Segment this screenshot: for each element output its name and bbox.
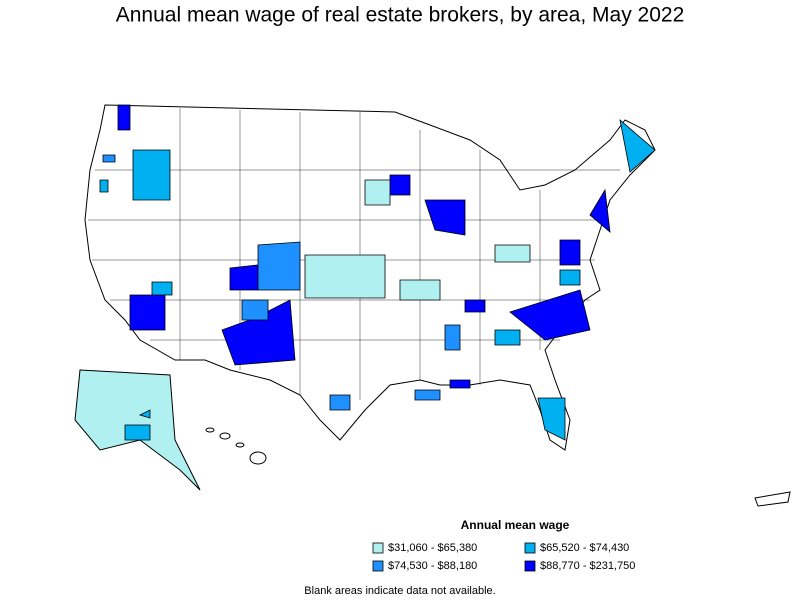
island — [249, 451, 267, 465]
island — [205, 427, 215, 433]
area-patch — [117, 104, 131, 131]
legend-label: $88,770 - $231,750 — [540, 560, 635, 572]
area-patch — [364, 179, 391, 206]
area-patch — [559, 239, 581, 266]
legend-label: $31,060 - $65,380 — [388, 542, 477, 554]
map-title: Annual mean wage of real estate brokers,… — [116, 4, 685, 27]
area-patch — [229, 264, 259, 291]
legend-title: Annual mean wage — [461, 518, 570, 532]
area-patch — [559, 269, 581, 286]
area-patch — [494, 329, 521, 346]
island — [219, 432, 231, 440]
footnote: Blank areas indicate data not available. — [304, 585, 495, 597]
area-patch — [151, 281, 173, 296]
legend: $31,060 - $65,380 $65,520 - $74,430 $74,53… — [372, 542, 635, 572]
area-patch — [509, 289, 591, 341]
legend-label: $74,530 - $88,180 — [388, 560, 477, 572]
area-patch — [129, 294, 166, 331]
legend-label: $65,520 - $74,430 — [540, 542, 629, 554]
area-patch — [424, 199, 466, 236]
island — [235, 442, 245, 448]
area-patch — [619, 118, 656, 173]
area-patch — [102, 154, 116, 163]
legend-swatch — [372, 560, 384, 572]
map-patches — [99, 104, 656, 441]
area-patch — [414, 389, 441, 401]
area-patch — [241, 299, 269, 321]
puerto-rico — [754, 491, 791, 507]
area-patch — [389, 174, 411, 196]
hawaii — [205, 427, 267, 465]
area-patch — [537, 397, 566, 441]
area-patch — [449, 379, 471, 389]
area-patch — [99, 179, 109, 193]
area-patch — [132, 149, 171, 201]
area-patch — [589, 188, 611, 233]
area-patch — [399, 279, 441, 301]
area-patch — [494, 244, 531, 263]
legend-swatch — [524, 560, 536, 572]
area-patch — [444, 324, 461, 351]
area-patch — [304, 254, 386, 299]
area-patch — [257, 241, 301, 291]
map-base — [74, 104, 791, 507]
legend-swatch — [372, 542, 384, 554]
legend-swatch — [524, 542, 536, 554]
area-patch — [329, 394, 351, 411]
area-patch — [464, 299, 486, 313]
area-patch — [138, 409, 151, 419]
area-patch — [124, 424, 151, 441]
